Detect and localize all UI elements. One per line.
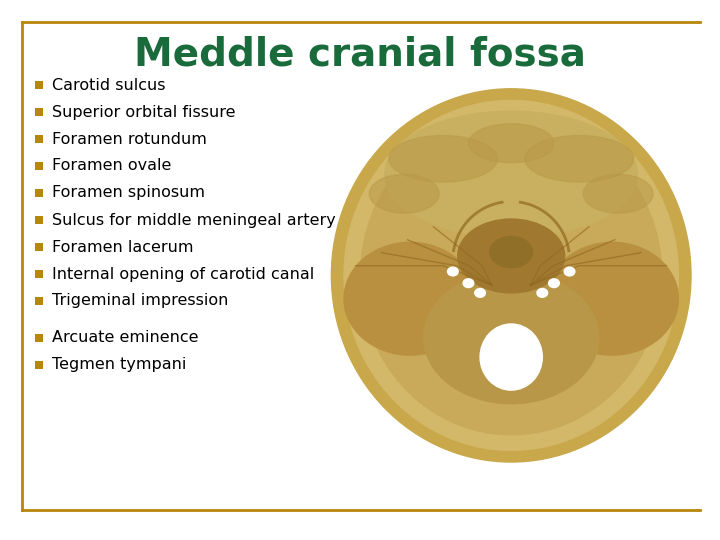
- Ellipse shape: [537, 288, 548, 297]
- Text: Foramen rotundum: Foramen rotundum: [52, 132, 207, 146]
- Ellipse shape: [448, 267, 458, 276]
- Text: Superior orbital fissure: Superior orbital fissure: [52, 105, 235, 119]
- Text: Trigeminal impression: Trigeminal impression: [52, 294, 228, 308]
- Ellipse shape: [463, 279, 474, 287]
- Text: Carotid sulcus: Carotid sulcus: [52, 78, 166, 92]
- Text: Foramen spinosum: Foramen spinosum: [52, 186, 205, 200]
- Bar: [35, 162, 43, 170]
- Ellipse shape: [389, 136, 498, 182]
- Ellipse shape: [546, 242, 678, 355]
- Text: Meddle cranial fossa: Meddle cranial fossa: [134, 35, 586, 73]
- Ellipse shape: [458, 219, 564, 293]
- Bar: [35, 135, 43, 143]
- Text: Arcuate eminence: Arcuate eminence: [52, 330, 199, 346]
- Ellipse shape: [549, 279, 559, 287]
- Ellipse shape: [331, 89, 691, 462]
- Bar: [35, 81, 43, 89]
- Ellipse shape: [469, 124, 554, 163]
- Ellipse shape: [583, 174, 653, 213]
- Ellipse shape: [361, 116, 662, 435]
- Text: Sulcus for middle meningeal artery: Sulcus for middle meningeal artery: [52, 213, 336, 227]
- Bar: [35, 334, 43, 342]
- Ellipse shape: [369, 174, 439, 213]
- Bar: [35, 270, 43, 278]
- Bar: [35, 108, 43, 116]
- Text: Internal opening of carotid canal: Internal opening of carotid canal: [52, 267, 314, 281]
- Bar: [35, 297, 43, 305]
- Ellipse shape: [423, 272, 599, 404]
- Ellipse shape: [490, 237, 533, 268]
- Text: Tegmen tympani: Tegmen tympani: [52, 357, 186, 373]
- Bar: [35, 189, 43, 197]
- Bar: [35, 243, 43, 251]
- Ellipse shape: [474, 288, 485, 297]
- Text: Foramen lacerum: Foramen lacerum: [52, 240, 194, 254]
- Bar: [35, 361, 43, 369]
- Ellipse shape: [385, 111, 638, 238]
- Ellipse shape: [564, 267, 575, 276]
- Bar: [35, 216, 43, 224]
- Text: Foramen ovale: Foramen ovale: [52, 159, 171, 173]
- Ellipse shape: [344, 242, 476, 355]
- Ellipse shape: [480, 324, 542, 390]
- Ellipse shape: [525, 136, 634, 182]
- Ellipse shape: [344, 100, 678, 450]
